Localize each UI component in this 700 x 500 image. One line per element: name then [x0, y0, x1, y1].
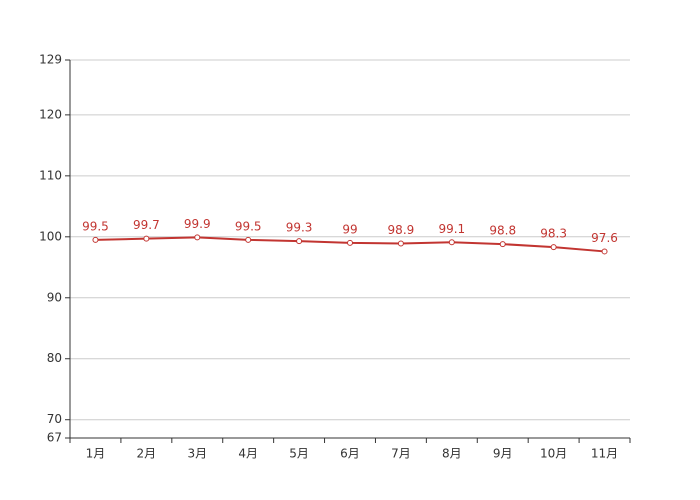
y-tick-label: 80 [47, 351, 62, 365]
data-point [143, 235, 150, 242]
x-tick-label: 2月 [137, 447, 157, 461]
data-label: 98.3 [540, 227, 567, 241]
y-tick-label: 110 [39, 168, 62, 182]
data-point [397, 240, 404, 247]
x-tick-label: 5月 [289, 447, 309, 461]
data-point [194, 234, 201, 241]
x-tick-label: 11月 [591, 447, 618, 461]
y-tick-label: 70 [47, 412, 62, 426]
x-tick-label: 3月 [187, 447, 207, 461]
data-point [296, 238, 303, 245]
data-point [245, 236, 252, 243]
data-point [448, 239, 455, 246]
y-tick-label: 67 [47, 431, 62, 445]
x-tick-label: 6月 [340, 447, 360, 461]
data-label: 99.5 [82, 219, 109, 233]
data-label: 99.9 [184, 217, 211, 231]
data-label: 98.9 [388, 223, 415, 237]
data-label: 99.1 [438, 222, 465, 236]
data-point [92, 236, 99, 243]
data-label: 97.6 [591, 231, 618, 245]
data-point [550, 244, 557, 251]
y-tick-label: 90 [47, 290, 62, 304]
y-tick-label: 100 [39, 229, 62, 243]
data-label: 99.5 [235, 219, 262, 233]
data-point [499, 241, 506, 248]
data-point [601, 248, 608, 255]
x-tick-label: 8月 [442, 447, 462, 461]
x-tick-label: 9月 [493, 447, 513, 461]
data-label: 99 [342, 222, 357, 236]
data-point [347, 239, 353, 246]
y-tick-label: 129 [39, 53, 62, 67]
x-tick-label: 10月 [540, 447, 567, 461]
x-tick-label: 1月 [86, 447, 106, 461]
x-tick-label: 4月 [238, 447, 258, 461]
data-label: 99.7 [133, 218, 160, 232]
data-label: 99.3 [286, 221, 313, 235]
y-tick-label: 120 [39, 107, 62, 121]
data-label: 98.8 [489, 224, 516, 238]
x-tick-label: 7月 [391, 447, 411, 461]
